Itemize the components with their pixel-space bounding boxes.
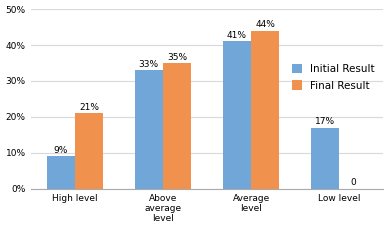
Bar xyxy=(75,113,103,189)
Text: 41%: 41% xyxy=(227,31,247,40)
Bar xyxy=(311,128,339,189)
Text: 17%: 17% xyxy=(315,117,335,126)
Bar xyxy=(223,41,251,189)
Bar xyxy=(135,70,163,189)
Text: 0: 0 xyxy=(350,178,356,187)
Bar xyxy=(251,31,279,189)
Legend: Initial Result, Final Result: Initial Result, Final Result xyxy=(289,61,378,94)
Text: 21%: 21% xyxy=(79,103,99,112)
Text: 44%: 44% xyxy=(255,20,275,29)
Text: 9%: 9% xyxy=(54,146,68,155)
Bar xyxy=(163,63,191,189)
Text: 35%: 35% xyxy=(167,52,187,62)
Text: 33%: 33% xyxy=(139,60,159,69)
Bar xyxy=(47,156,75,189)
